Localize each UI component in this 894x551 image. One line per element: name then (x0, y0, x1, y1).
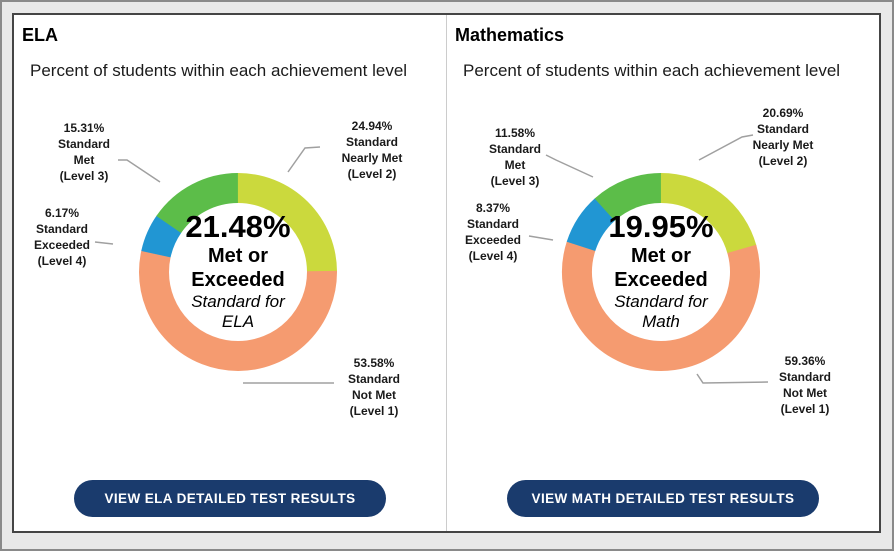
math-donut-svg[interactable] (561, 172, 761, 372)
math-met-or-exceeded-label: Met or Exceeded (614, 245, 708, 291)
ela-callout-standard-nearly-met: 24.94% Standard Nearly Met (Level 2) (341, 119, 403, 181)
view-ela-detailed-test-results-button[interactable]: VIEW ELA DETAILED TEST RESULTS (74, 480, 386, 517)
ela-donut-center-text: 21.48% Met or Exceeded Standard for ELA (158, 209, 318, 332)
callout-connector-not-met (696, 373, 769, 384)
ela-standard-for-label: Standard for ELA (191, 292, 285, 331)
ela-callout-standard-met: 15.31% Standard Met (Level 3) (57, 121, 110, 183)
math-callout-standard-exceeded: 8.37% Standard Exceeded (Level 4) (464, 201, 522, 263)
ela-panel-title: ELA (22, 25, 58, 45)
math-callout-standard-not-met: 59.36% Standard Not Met (Level 1) (778, 354, 831, 416)
ela-met-or-exceeded-label: Met or Exceeded (191, 245, 285, 291)
ela-panel: ELA Percent of students within each achi… (14, 15, 446, 531)
achievement-results-card: ELA Percent of students within each achi… (12, 13, 881, 533)
donut-slice-exceeded[interactable] (138, 172, 338, 372)
donut-slice-met[interactable] (138, 172, 338, 372)
ela-callout-standard-not-met: 53.58% Standard Not Met (Level 1) (347, 356, 400, 418)
callout-connector-nearly-met (287, 146, 321, 173)
math-panel: Mathematics Percent of students within e… (446, 15, 879, 531)
math-panel-title: Mathematics (455, 25, 565, 45)
math-callout-standard-nearly-met: 20.69% Standard Nearly Met (Level 2) (752, 106, 814, 168)
ela-callout-standard-exceeded: 6.17% Standard Exceeded (Level 4) (33, 206, 91, 268)
view-math-detailed-test-results-button[interactable]: VIEW MATH DETAILED TEST RESULTS (507, 480, 819, 517)
donut-slice-nearly-met[interactable] (562, 173, 760, 371)
math-callout-standard-met: 11.58% Standard Met (Level 3) (488, 126, 541, 188)
ela-donut-chart: 21.48% Met or Exceeded Standard for ELA … (14, 95, 447, 470)
math-donut-chart: 19.95% Met or Exceeded Standard for Math… (447, 95, 880, 470)
math-donut-center-text: 19.95% Met or Exceeded Standard for Math (581, 209, 741, 332)
ela-donut-svg[interactable] (138, 172, 338, 372)
math-met-or-exceeded-value: 19.95% (608, 209, 714, 244)
ela-panel-subtitle: Percent of students within each achievem… (30, 61, 408, 80)
ela-met-or-exceeded-value: 21.48% (185, 209, 291, 244)
math-panel-subtitle: Percent of students within each achievem… (463, 61, 841, 80)
math-standard-for-label: Standard for Math (614, 292, 708, 331)
donut-slice-met[interactable] (561, 172, 761, 372)
